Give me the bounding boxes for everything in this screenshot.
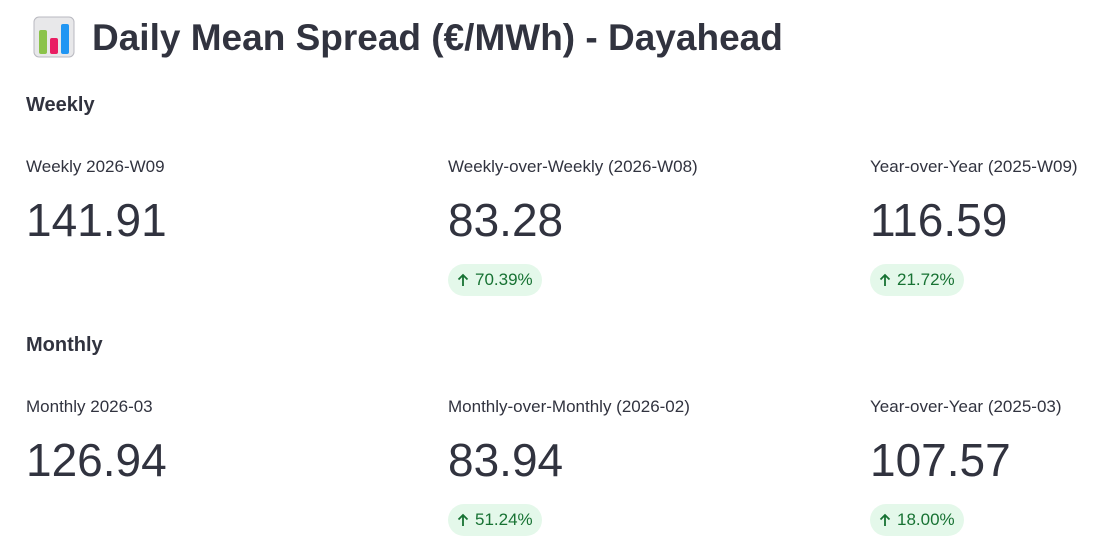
section-heading: Monthly: [26, 334, 103, 356]
metric-value: 83.94: [448, 434, 564, 486]
page-title: Daily Mean Spread (€/MWh) - Dayahead: [92, 17, 783, 58]
up-arrow: [879, 513, 891, 526]
metric-value: 141.91: [26, 194, 167, 246]
metric-value: 116.59: [870, 194, 1008, 246]
section-heading: Weekly: [26, 94, 95, 116]
delta-text: 21.72%: [897, 270, 955, 289]
delta-text: 18.00%: [897, 510, 955, 529]
metric-value: 83.28: [448, 194, 564, 246]
title-icon: [33, 16, 75, 58]
metric-label: Monthly-over-Monthly (2026-02): [448, 397, 690, 416]
up-arrow: [457, 273, 469, 286]
delta-text: 51.24%: [475, 510, 533, 529]
up-arrow: [457, 513, 469, 526]
metric-delta: 70.39%: [448, 264, 542, 296]
metric-delta: 21.72%: [870, 264, 964, 296]
metric-label: Year-over-Year (2025-03): [870, 397, 1062, 416]
metric-value: 126.94: [26, 434, 167, 486]
metric-label: Weekly 2026-W09: [26, 157, 165, 176]
up-arrow: [879, 273, 891, 286]
metric-label: Weekly-over-Weekly (2026-W08): [448, 157, 698, 176]
metric-delta: 51.24%: [448, 504, 542, 536]
metric-label: Year-over-Year (2025-W09): [870, 157, 1078, 176]
metric-delta: 18.00%: [870, 504, 964, 536]
metric-label: Monthly 2026-03: [26, 397, 153, 416]
metric-value: 107.57: [870, 434, 1011, 486]
delta-text: 70.39%: [475, 270, 533, 289]
